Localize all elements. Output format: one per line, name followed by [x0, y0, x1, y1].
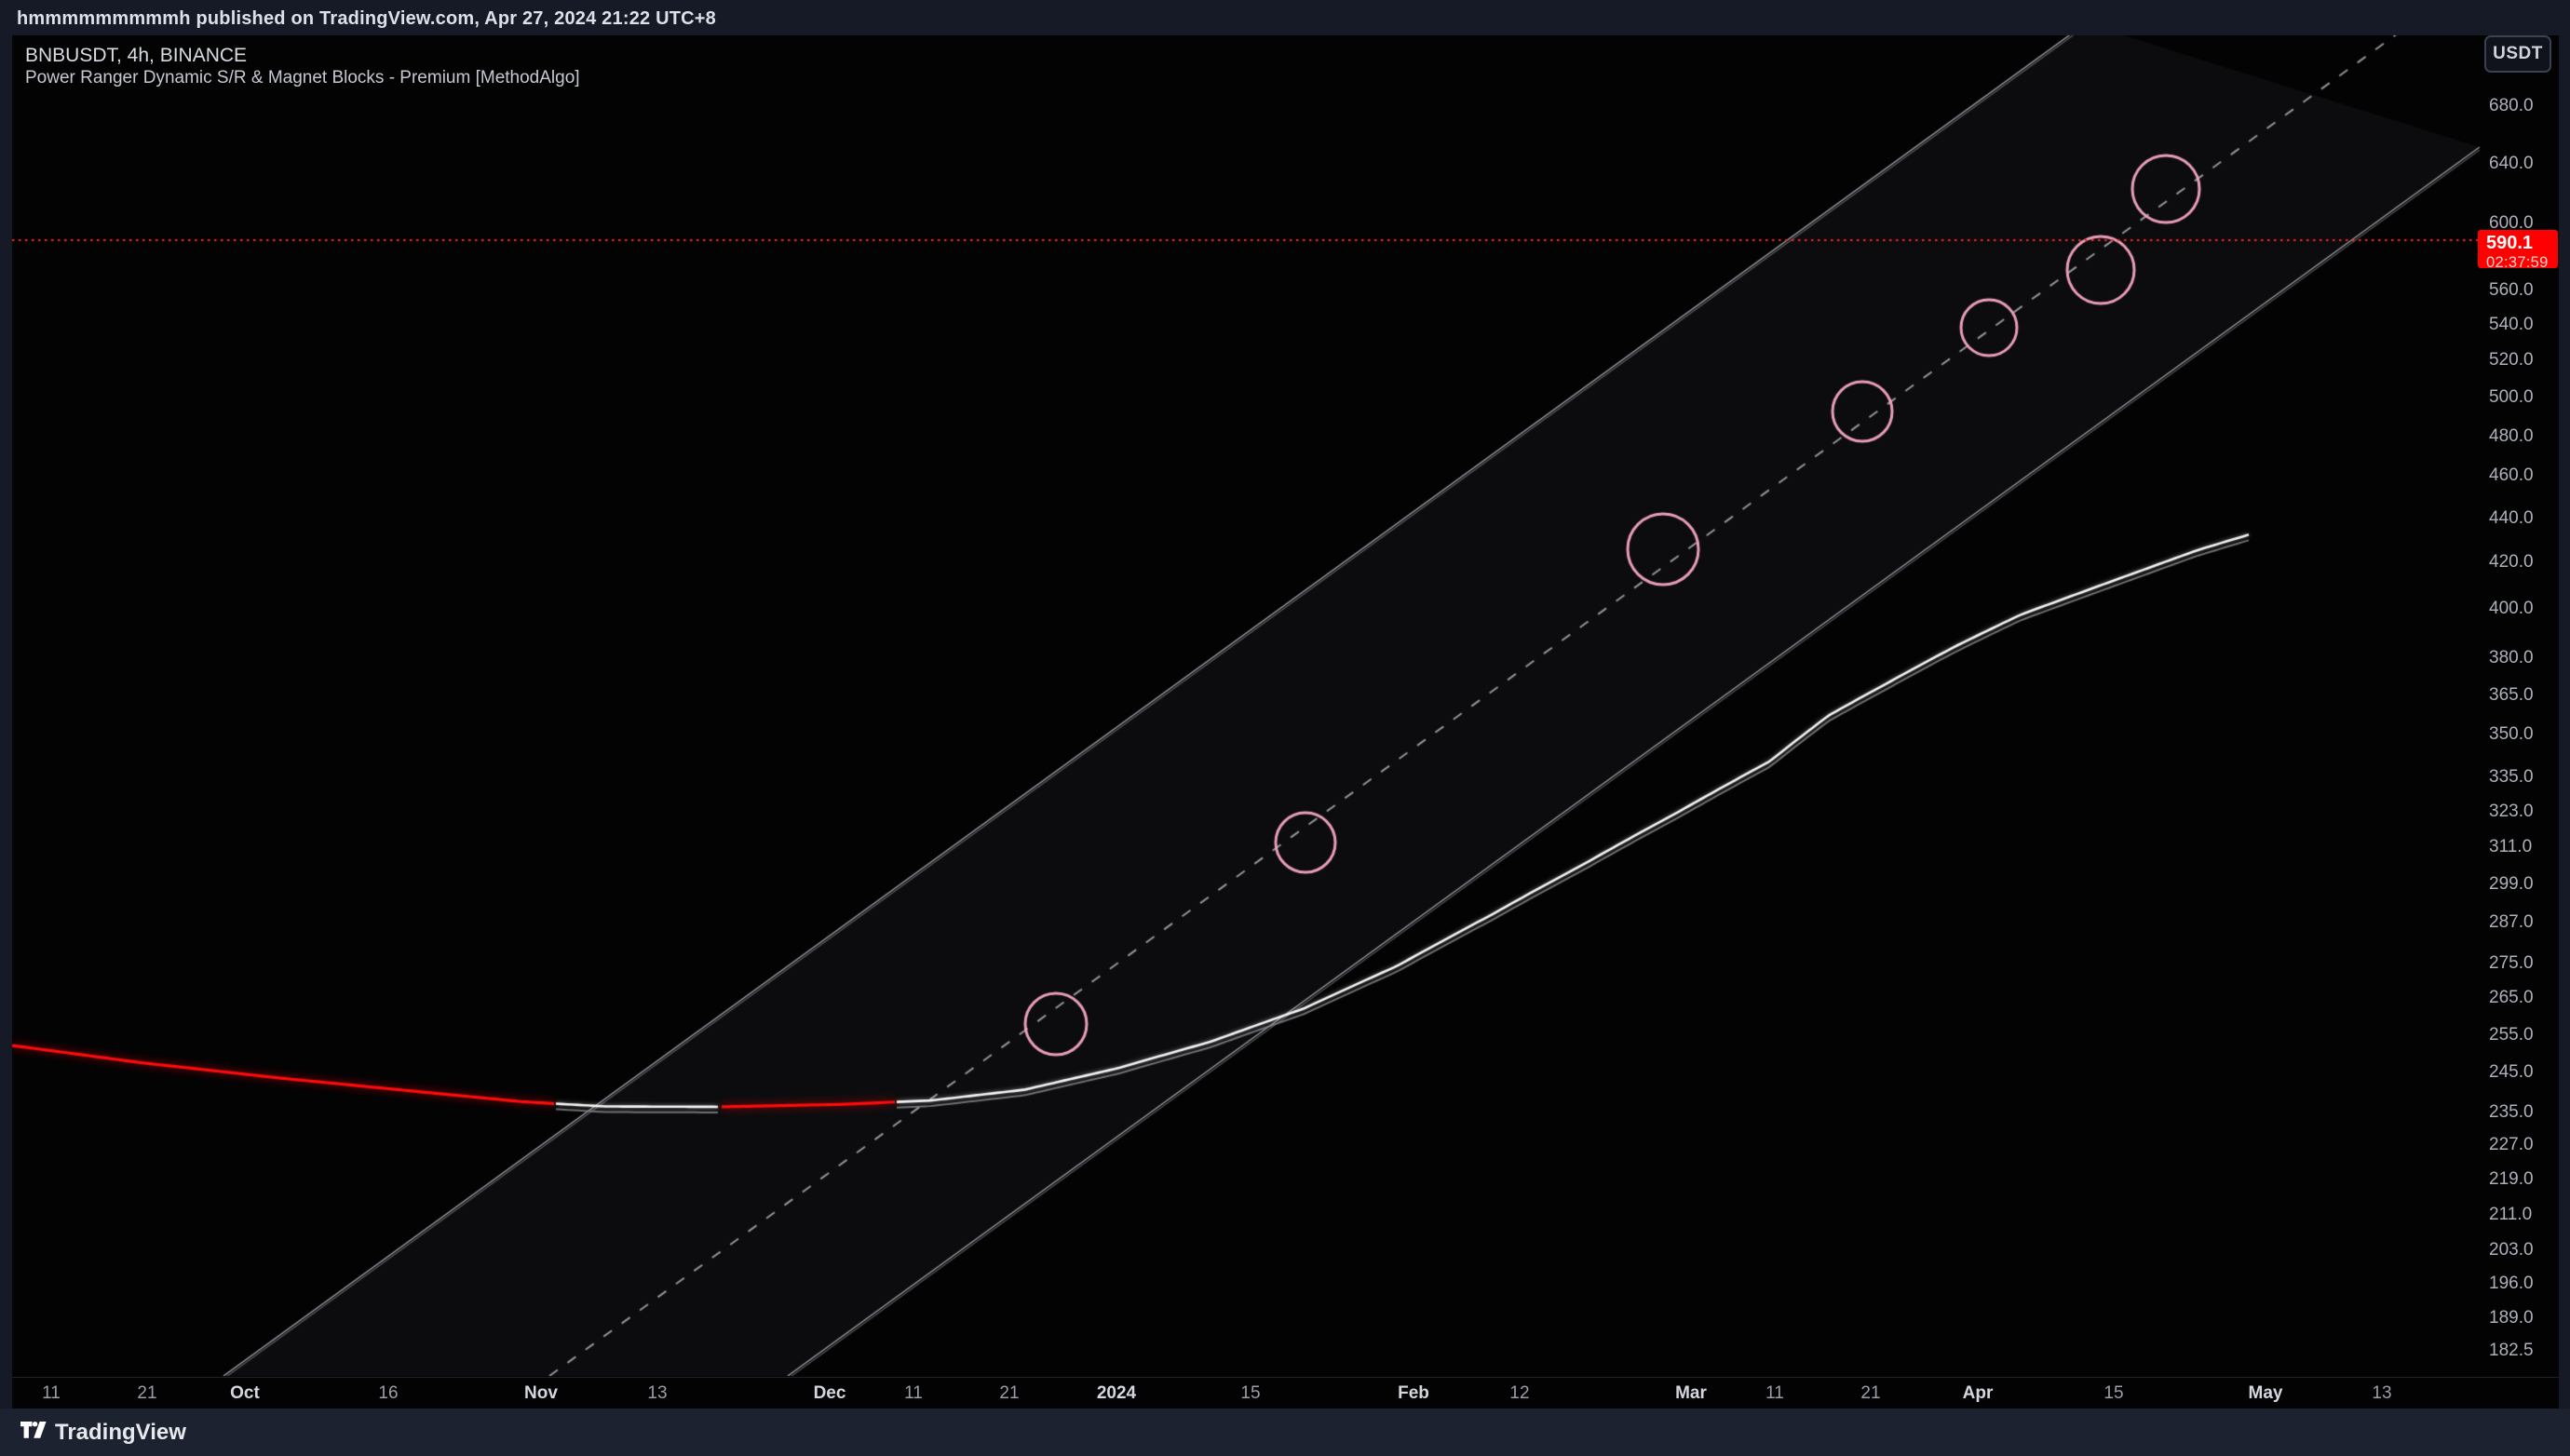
price-axis-label: 420.0	[2489, 552, 2534, 572]
price-scale[interactable]: 680.0 640.0 600.0 560.0 540.0 520.0 500.0 480.0…	[2480, 35, 2559, 1376]
time-axis-label: May	[2248, 1383, 2283, 1403]
time-axis-label: 11	[42, 1383, 61, 1403]
time-axis-label: Mar	[1675, 1383, 1707, 1403]
price-axis-label: 265.0	[2489, 988, 2534, 1007]
price-axis-label: 311.0	[2489, 837, 2533, 856]
tradingview-brand-text[interactable]: TradingView	[55, 1419, 186, 1445]
currency-unit-button[interactable]: USDT	[2484, 35, 2551, 73]
price-axis-label: 196.0	[2489, 1274, 2534, 1293]
time-axis-label: 13	[647, 1383, 668, 1403]
price-axis-label: 365.0	[2489, 685, 2534, 705]
price-axis-label: 323.0	[2489, 802, 2534, 821]
price-axis-label: 182.5	[2489, 1341, 2534, 1360]
price-axis-label: 380.0	[2489, 648, 2534, 667]
price-axis-label: 350.0	[2489, 724, 2534, 744]
time-axis-label: 15	[1240, 1383, 1261, 1403]
price-axis-label: 219.0	[2489, 1169, 2534, 1189]
last-price-value: 590.1	[2486, 233, 2534, 253]
time-axis-label: 21	[1860, 1383, 1881, 1403]
price-axis-label: 560.0	[2489, 280, 2534, 300]
price-axis-label: 203.0	[2489, 1240, 2534, 1260]
time-axis-label: 2024	[1096, 1383, 1137, 1403]
price-axis-label: 680.0	[2489, 96, 2534, 115]
time-axis-label: 16	[378, 1383, 399, 1403]
time-axis-label: Oct	[230, 1383, 260, 1403]
price-axis-label: 287.0	[2489, 912, 2534, 932]
price-axis-label: 600.0	[2489, 213, 2534, 233]
price-axis-label: 640.0	[2489, 154, 2534, 173]
time-scale[interactable]: 11 21 Oct 16 Nov 13 Dec 11 21 2024 15 Feb 12 Mar 11 21 A…	[12, 1377, 2559, 1409]
price-axis-label: 520.0	[2489, 350, 2534, 370]
price-axis-label: 540.0	[2489, 315, 2534, 334]
price-axis-label: 335.0	[2489, 767, 2534, 787]
time-axis-label: 15	[2103, 1383, 2124, 1403]
publish-watermark: hmmmmmmmmmh published on TradingView.com…	[17, 7, 717, 29]
time-axis-label: 11	[904, 1383, 923, 1403]
indicator-title[interactable]: Power Ranger Dynamic S/R & Magnet Blocks…	[25, 68, 580, 88]
price-axis-label: 275.0	[2489, 953, 2534, 973]
price-axis-label: 299.0	[2489, 874, 2534, 894]
price-axis-label: 480.0	[2489, 426, 2534, 446]
last-price-badge: 590.1 02:37:59	[2478, 230, 2558, 271]
price-axis-label: 235.0	[2489, 1102, 2534, 1122]
bar-countdown: 02:37:59	[2486, 254, 2549, 271]
price-axis-label: 255.0	[2489, 1025, 2534, 1045]
time-axis-label: 13	[2372, 1383, 2392, 1403]
time-axis-label: 12	[1509, 1383, 1530, 1403]
time-axis-label: Dec	[813, 1383, 846, 1403]
price-axis-label: 460.0	[2489, 465, 2534, 485]
time-axis-label: Apr	[1962, 1383, 1994, 1403]
time-axis-label: 11	[1765, 1383, 1784, 1403]
time-axis-label: Feb	[1398, 1383, 1429, 1403]
price-axis-label: 440.0	[2489, 508, 2534, 528]
price-axis-label: 245.0	[2489, 1062, 2534, 1082]
time-axis-label: Nov	[524, 1383, 558, 1403]
price-axis-label: 400.0	[2489, 599, 2534, 618]
tradingview-logo-icon[interactable]	[20, 1422, 47, 1443]
price-axis-label: 500.0	[2489, 387, 2534, 407]
symbol-title[interactable]: BNBUSDT, 4h, BINANCE	[25, 45, 248, 66]
footer-bar: TradingView	[0, 1409, 2570, 1456]
price-axis-label: 227.0	[2489, 1135, 2534, 1154]
time-axis-label: 21	[137, 1383, 157, 1403]
price-axis-label: 189.0	[2489, 1308, 2534, 1328]
price-axis-label: 211.0	[2489, 1205, 2533, 1224]
time-axis-label: 21	[999, 1383, 1020, 1403]
